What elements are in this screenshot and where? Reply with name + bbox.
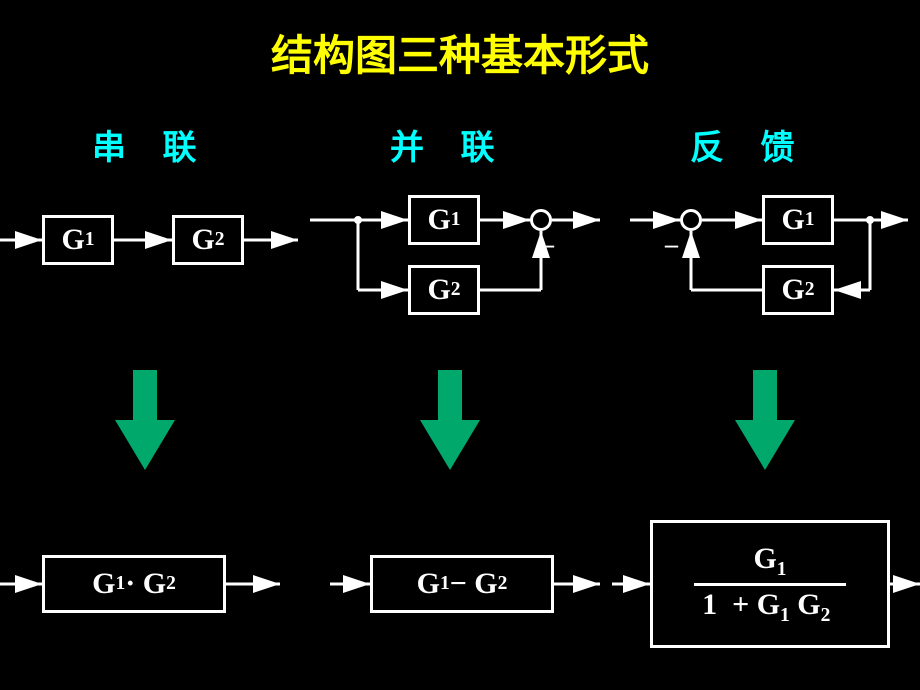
feedback-result-block: G11 + G1 G2: [650, 520, 890, 648]
feedback-block-g2: G2: [762, 265, 834, 315]
feedback-minus-label: –: [665, 230, 678, 260]
parallel-minus-label: –: [541, 230, 554, 260]
parallel-block-g2: G2: [408, 265, 480, 315]
feedback-down-arrow: [735, 370, 795, 475]
feedback-sum-node: [680, 209, 702, 231]
series-result-block: G1 · G2: [42, 555, 226, 613]
parallel-down-arrow: [420, 370, 480, 475]
feedback-block-g1: G1: [762, 195, 834, 245]
series-block-g1: G1: [42, 215, 114, 265]
series-block-g2: G2: [172, 215, 244, 265]
parallel-block-g1: G1: [408, 195, 480, 245]
parallel-result-block: G1 − G2: [370, 555, 554, 613]
parallel-sum-node: [530, 209, 552, 231]
series-down-arrow: [115, 370, 175, 475]
